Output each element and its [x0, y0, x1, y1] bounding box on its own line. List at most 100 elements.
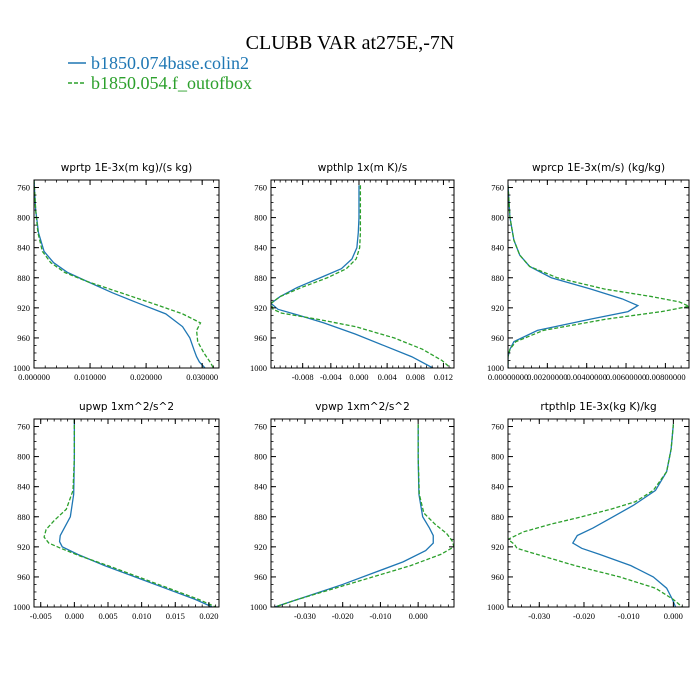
x-tick-label: 0.030000	[186, 372, 218, 382]
subplot-6: rtpthlp 1E-3x(kg K)/kg 760 800 840 880 920 960…	[487, 401, 690, 621]
y-tick-label: 920	[17, 303, 30, 313]
y-tick-label: 800	[491, 452, 504, 462]
x-tick-label: 0.008	[406, 372, 425, 382]
y-tick-label: 840	[254, 243, 267, 253]
x-tick-label: 0.00600000	[606, 372, 646, 382]
series-line-1	[508, 185, 640, 368]
x-tick-label: 0.005	[98, 611, 117, 621]
y-tick-label: 920	[17, 542, 30, 552]
series-line-2	[508, 185, 689, 368]
series-line-2	[34, 180, 214, 368]
plot-frame	[270, 179, 455, 369]
y-tick-label: 960	[17, 572, 30, 582]
series-line-2	[274, 424, 454, 607]
subplot-title: wprtp 1E-3x(m kg)/(s kg)	[61, 162, 192, 174]
x-tick-label: 0.000000	[18, 372, 50, 382]
y-tick-label: 800	[17, 452, 30, 462]
legend-label-series-2: b1850.054.f_outofbox	[91, 73, 252, 93]
plot-frame	[270, 418, 455, 608]
x-tick-label: 0.00200000	[527, 372, 567, 382]
y-tick-label: 760	[254, 183, 267, 193]
y-tick-label: 1000	[250, 363, 267, 373]
series-line-1	[274, 424, 434, 607]
x-tick-label: 0.000	[664, 611, 683, 621]
x-tick-label: -0.010	[369, 611, 391, 621]
subplot-title: vpwp 1xm^2/s^2	[315, 401, 410, 413]
y-tick-label: 960	[491, 333, 504, 343]
y-tick-label: 760	[254, 422, 267, 432]
y-tick-label: 760	[491, 422, 504, 432]
y-tick-label: 840	[17, 243, 30, 253]
y-tick-label: 920	[491, 303, 504, 313]
y-tick-label: 800	[17, 213, 30, 223]
y-tick-label: 920	[254, 303, 267, 313]
y-tick-label: 880	[254, 273, 267, 283]
x-tick-label: 0.00800000	[645, 372, 685, 382]
x-tick-label: 0.00400000	[567, 372, 607, 382]
x-tick-label: 0.012	[434, 372, 453, 382]
series-line-2	[271, 185, 451, 368]
plot-frame	[33, 179, 220, 369]
x-tick-label: 0.020000	[130, 372, 162, 382]
x-tick-label: 0.000	[349, 372, 368, 382]
y-tick-label: 880	[491, 273, 504, 283]
subplot-3: wprcp 1E-3x(m/s) (kg/kg) 760 800 840 880 920 9…	[487, 162, 690, 382]
y-tick-label: 920	[254, 542, 267, 552]
y-tick-label: 880	[254, 512, 267, 522]
y-tick-label: 960	[491, 572, 504, 582]
x-tick-label: -0.020	[573, 611, 595, 621]
y-tick-label: 960	[254, 333, 267, 343]
x-tick-label: -0.008	[292, 372, 314, 382]
x-tick-label: 0.000	[65, 611, 84, 621]
plot-frame	[507, 418, 690, 608]
legend: b1850.074base.colin2 b1850.054.f_outofbo…	[68, 53, 252, 93]
subplot-4: upwp 1xm^2/s^2 760 800 840 880 920 960 1000-0.0…	[13, 401, 220, 621]
subplot-5: vpwp 1xm^2/s^2 760 800 840 880 920 960 1000 -0.0…	[250, 401, 455, 621]
x-tick-label: -0.004	[320, 372, 343, 382]
y-tick-label: 800	[254, 213, 267, 223]
y-tick-label: 1000	[13, 363, 30, 373]
series-line-2	[43, 419, 216, 607]
x-tick-label: -0.030	[528, 611, 550, 621]
x-tick-label: 0.010	[132, 611, 151, 621]
series-line-1	[271, 185, 434, 368]
y-tick-label: 800	[491, 213, 504, 223]
x-tick-label: 0.000	[409, 611, 428, 621]
y-tick-label: 1000	[487, 363, 504, 373]
series-line-1	[571, 424, 677, 607]
subplot-title: rtpthlp 1E-3x(kg K)/kg	[540, 401, 656, 413]
series-line-2	[508, 424, 683, 607]
x-tick-label: -0.005	[30, 611, 52, 621]
subplot-2: wpthlp 1x(m K)/s 760 800 840 880 920 960 1000 -0…	[250, 162, 455, 382]
subplot-title: wpthlp 1x(m K)/s	[318, 162, 408, 174]
y-tick-label: 840	[17, 482, 30, 492]
x-tick-label: 0.010000	[74, 372, 106, 382]
plot-frame	[33, 418, 220, 608]
x-tick-label: -0.030	[294, 611, 316, 621]
y-tick-label: 920	[491, 542, 504, 552]
plot-frame	[507, 179, 690, 369]
y-tick-label: 840	[254, 482, 267, 492]
y-tick-label: 1000	[13, 602, 30, 612]
y-tick-label: 1000	[487, 602, 504, 612]
x-tick-label: 0.015	[166, 611, 185, 621]
y-tick-label: 1000	[250, 602, 267, 612]
y-tick-label: 840	[491, 243, 504, 253]
y-tick-label: 760	[17, 422, 30, 432]
series-line-1	[34, 180, 206, 368]
x-tick-label: -0.020	[332, 611, 354, 621]
subplot-grid: wprtp 1E-3x(m kg)/(s kg) 760 800 840 880 920 9…	[13, 162, 690, 621]
x-tick-label: 0.020	[199, 611, 218, 621]
y-tick-label: 880	[17, 512, 30, 522]
figure-title: CLUBB VAR at275E,-7N	[246, 32, 455, 54]
x-tick-label: -0.010	[618, 611, 640, 621]
y-tick-label: 880	[491, 512, 504, 522]
y-tick-label: 960	[17, 333, 30, 343]
legend-label-series-1: b1850.074base.colin2	[91, 53, 249, 73]
x-tick-label: 0.00000000	[488, 372, 528, 382]
y-tick-label: 880	[17, 273, 30, 283]
y-tick-label: 800	[254, 452, 267, 462]
series-line-1	[58, 419, 213, 607]
x-tick-label: 0.004	[378, 372, 398, 382]
